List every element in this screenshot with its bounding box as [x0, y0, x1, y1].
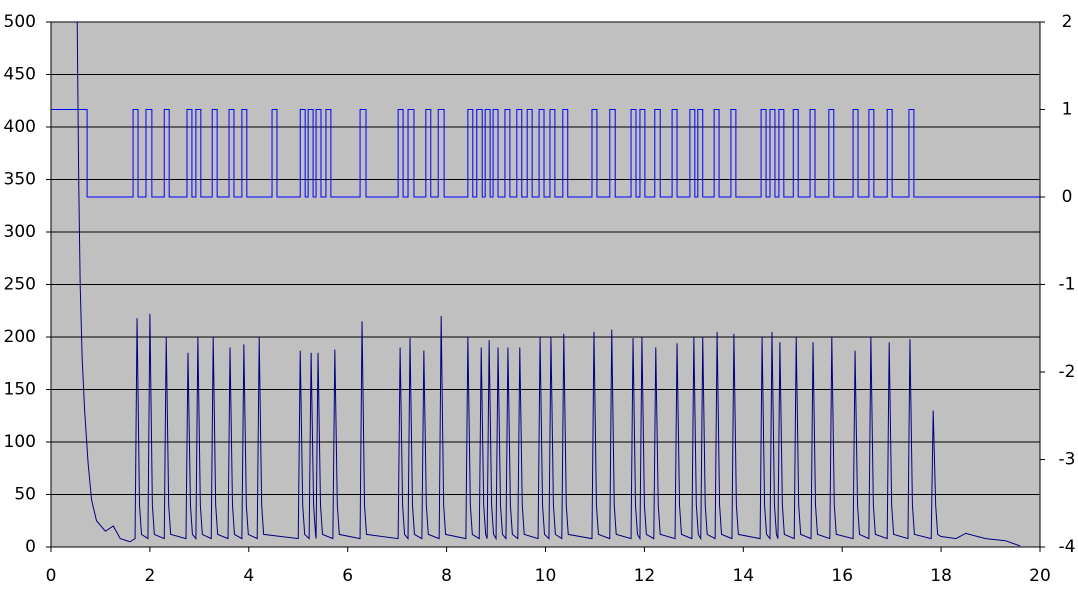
- y-tick-label: 0: [25, 537, 36, 557]
- series-line: [51, 109, 1040, 198]
- x-tick-label: 2: [144, 566, 155, 586]
- y-tick-label: 50: [14, 485, 36, 505]
- x-tick-label: 8: [441, 566, 452, 586]
- y2-tick-label: -3: [1059, 450, 1076, 470]
- x-tick-label: 6: [342, 566, 353, 586]
- x-tick-label: 14: [732, 566, 754, 586]
- x-tick-label: 10: [535, 566, 557, 586]
- y-tick-label: 300: [4, 222, 36, 242]
- y2-tick-label: 1: [1062, 100, 1073, 120]
- y-tick-label: 500: [4, 12, 36, 32]
- x-tick-label: 0: [46, 566, 57, 586]
- y2-tick-label: 0: [1062, 187, 1073, 207]
- y-tick-label: 450: [4, 65, 36, 85]
- y-tick-label: 100: [4, 432, 36, 452]
- x-tick-label: 20: [1029, 566, 1051, 586]
- y2-tick-label: -4: [1059, 537, 1076, 557]
- series-line: [76, 21, 1021, 547]
- x-tick-label: 4: [243, 566, 254, 586]
- y-tick-label: 250: [4, 275, 36, 295]
- y-tick-label: 150: [4, 380, 36, 400]
- y-tick-label: 400: [4, 117, 36, 137]
- y-tick-label: 350: [4, 170, 36, 190]
- y2-tick-label: 2: [1062, 12, 1073, 32]
- x-tick-label: 16: [831, 566, 853, 586]
- y2-tick-label: -1: [1059, 275, 1076, 295]
- y2-tick-label: -2: [1059, 362, 1076, 382]
- x-tick-label: 12: [634, 566, 656, 586]
- x-tick-label: 18: [930, 566, 952, 586]
- y-tick-label: 200: [4, 327, 36, 347]
